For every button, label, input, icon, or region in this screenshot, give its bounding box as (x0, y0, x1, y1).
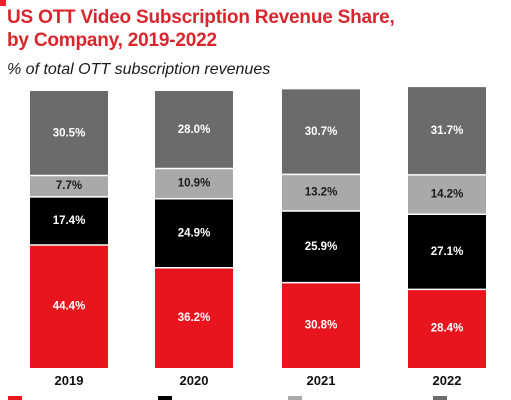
bar-segment-2021-s1 (282, 282, 360, 368)
legend-swatch-s1 (8, 396, 22, 400)
x-axis-label-2022: 2022 (433, 373, 462, 388)
data-label-2019-s2: 17.4% (53, 215, 86, 227)
bar-segment-2019-s3 (30, 175, 108, 197)
bar-segment-2020-s1 (155, 267, 233, 368)
legend-swatch-s2 (158, 396, 172, 400)
bar-segment-2022-s3 (408, 174, 486, 215)
data-label-2019-s1: 44.4% (53, 301, 86, 313)
bar-segment-2022-s4 (408, 87, 486, 175)
bar-segment-2021-s2 (282, 210, 360, 283)
data-label-2021-s4: 30.7% (305, 126, 338, 138)
bar-segment-2020-s3 (155, 168, 233, 199)
data-label-2020-s1: 36.2% (178, 312, 211, 324)
data-label-2021-s3: 13.2% (305, 187, 338, 199)
bar-segment-2020-s2 (155, 198, 233, 268)
x-axis-label-2021: 2021 (307, 373, 336, 388)
data-label-2021-s1: 30.8% (305, 319, 338, 331)
x-axis-label-2019: 2019 (55, 373, 84, 388)
bar-segment-2019-s2 (30, 196, 108, 246)
chart-subtitle: % of total OTT subscription revenues (7, 61, 271, 78)
data-label-2020-s2: 24.9% (178, 227, 211, 239)
data-label-2021-s2: 25.9% (305, 241, 338, 253)
bar-segment-2020-s4 (155, 91, 233, 169)
data-label-2022-s1: 28.4% (431, 323, 464, 335)
bar-segment-2022-s1 (408, 289, 486, 368)
data-label-2019-s4: 30.5% (53, 127, 86, 139)
data-label-2022-s2: 27.1% (431, 246, 464, 258)
x-axis-label-2020: 2020 (180, 373, 209, 388)
brand-corner-mark (0, 0, 6, 6)
bar-segment-2021-s3 (282, 174, 360, 211)
bar-segment-2021-s4 (282, 89, 360, 175)
legend-swatch-s3 (288, 396, 302, 400)
data-label-2022-s3: 14.2% (431, 189, 464, 201)
data-label-2020-s4: 28.0% (178, 124, 211, 136)
chart-title: US OTT Video Subscription Revenue Share,… (7, 6, 487, 52)
bar-segment-2019-s1 (30, 245, 108, 368)
legend-swatch-s4 (433, 396, 447, 400)
bar-segment-2019-s4 (30, 91, 108, 176)
chart-title-line-2: by Company, 2019-2022 (7, 30, 217, 51)
chart-title-line-1: US OTT Video Subscription Revenue Share, (7, 7, 395, 28)
data-label-2020-s3: 10.9% (178, 178, 211, 190)
bar-segment-2022-s2 (408, 214, 486, 290)
data-label-2019-s3: 7.7% (56, 180, 82, 192)
data-label-2022-s4: 31.7% (431, 125, 464, 137)
